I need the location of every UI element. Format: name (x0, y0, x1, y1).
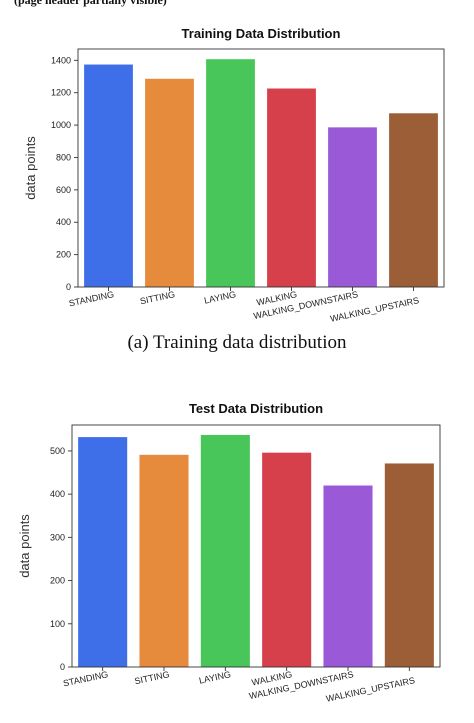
page-header-text: (page header partially visible) (14, 0, 167, 7)
test-bar-sitting (139, 454, 189, 667)
training-distribution-chart: Training Data Distribution data points 0 20… (23, 26, 445, 324)
train-bar-laying (206, 59, 255, 288)
test-y-tick-label: 500 (50, 446, 65, 456)
test-bar-laying (200, 434, 250, 667)
train-y-tick-label: 0 (66, 282, 71, 292)
train-x-tick-label-standing: STANDING (68, 289, 115, 308)
test-bar-walking-downstairs (323, 485, 373, 667)
test-bar-walking-upstairs (384, 463, 434, 667)
train-y-tick-label: 1400 (51, 55, 71, 65)
train-y-tick-label: 1200 (51, 88, 71, 98)
test-x-tick-label-laying: LAYING (198, 669, 232, 686)
train-y-tick-label: 600 (56, 185, 71, 195)
train-plot-frame (77, 48, 445, 288)
train-bar-standing (84, 64, 133, 287)
train-y-axis-title: data points (23, 136, 38, 200)
test-y-tick-label: 100 (50, 619, 65, 629)
test-plot-frame (71, 424, 441, 668)
train-y-tick-label: 200 (56, 250, 71, 260)
test-x-tick-label-standing: STANDING (62, 669, 109, 688)
train-y-tick-label: 400 (56, 217, 71, 227)
test-y-tick-label: 0 (60, 662, 65, 672)
test-y-tick-label: 400 (50, 489, 65, 499)
training-chart-panel: Training Data Distribution data points 0 20… (0, 22, 474, 324)
page-header-fragment: (page header partially visible) (0, 0, 474, 8)
train-bar-walking (267, 88, 316, 287)
train-y-tick-label: 800 (56, 152, 71, 162)
figure-caption-a: (a) Training data distribution (127, 332, 347, 353)
train-x-tick-label-laying: LAYING (203, 289, 237, 306)
train-bar-walking-upstairs (389, 113, 438, 288)
train-x-tick-label-sitting: SITTING (139, 289, 176, 306)
train-bar-sitting (145, 78, 194, 287)
test-bar-standing (78, 437, 128, 667)
train-chart-title: Training Data Distribution (182, 26, 341, 41)
test-distribution-chart: Test Data Distribution data points 0 100 200… (17, 401, 441, 704)
test-chart-title: Test Data Distribution (189, 401, 323, 416)
test-x-tick-label-sitting: SITTING (134, 669, 171, 686)
train-bar-walking-downstairs (328, 127, 377, 287)
test-bar-walking (262, 452, 312, 667)
test-y-tick-label: 200 (50, 576, 65, 586)
test-y-tick-label: 300 (50, 532, 65, 542)
train-y-tick-label: 1000 (51, 120, 71, 130)
test-chart-panel: Test Data Distribution data points 0 100 200… (0, 396, 474, 718)
test-y-axis-title: data points (17, 514, 32, 578)
